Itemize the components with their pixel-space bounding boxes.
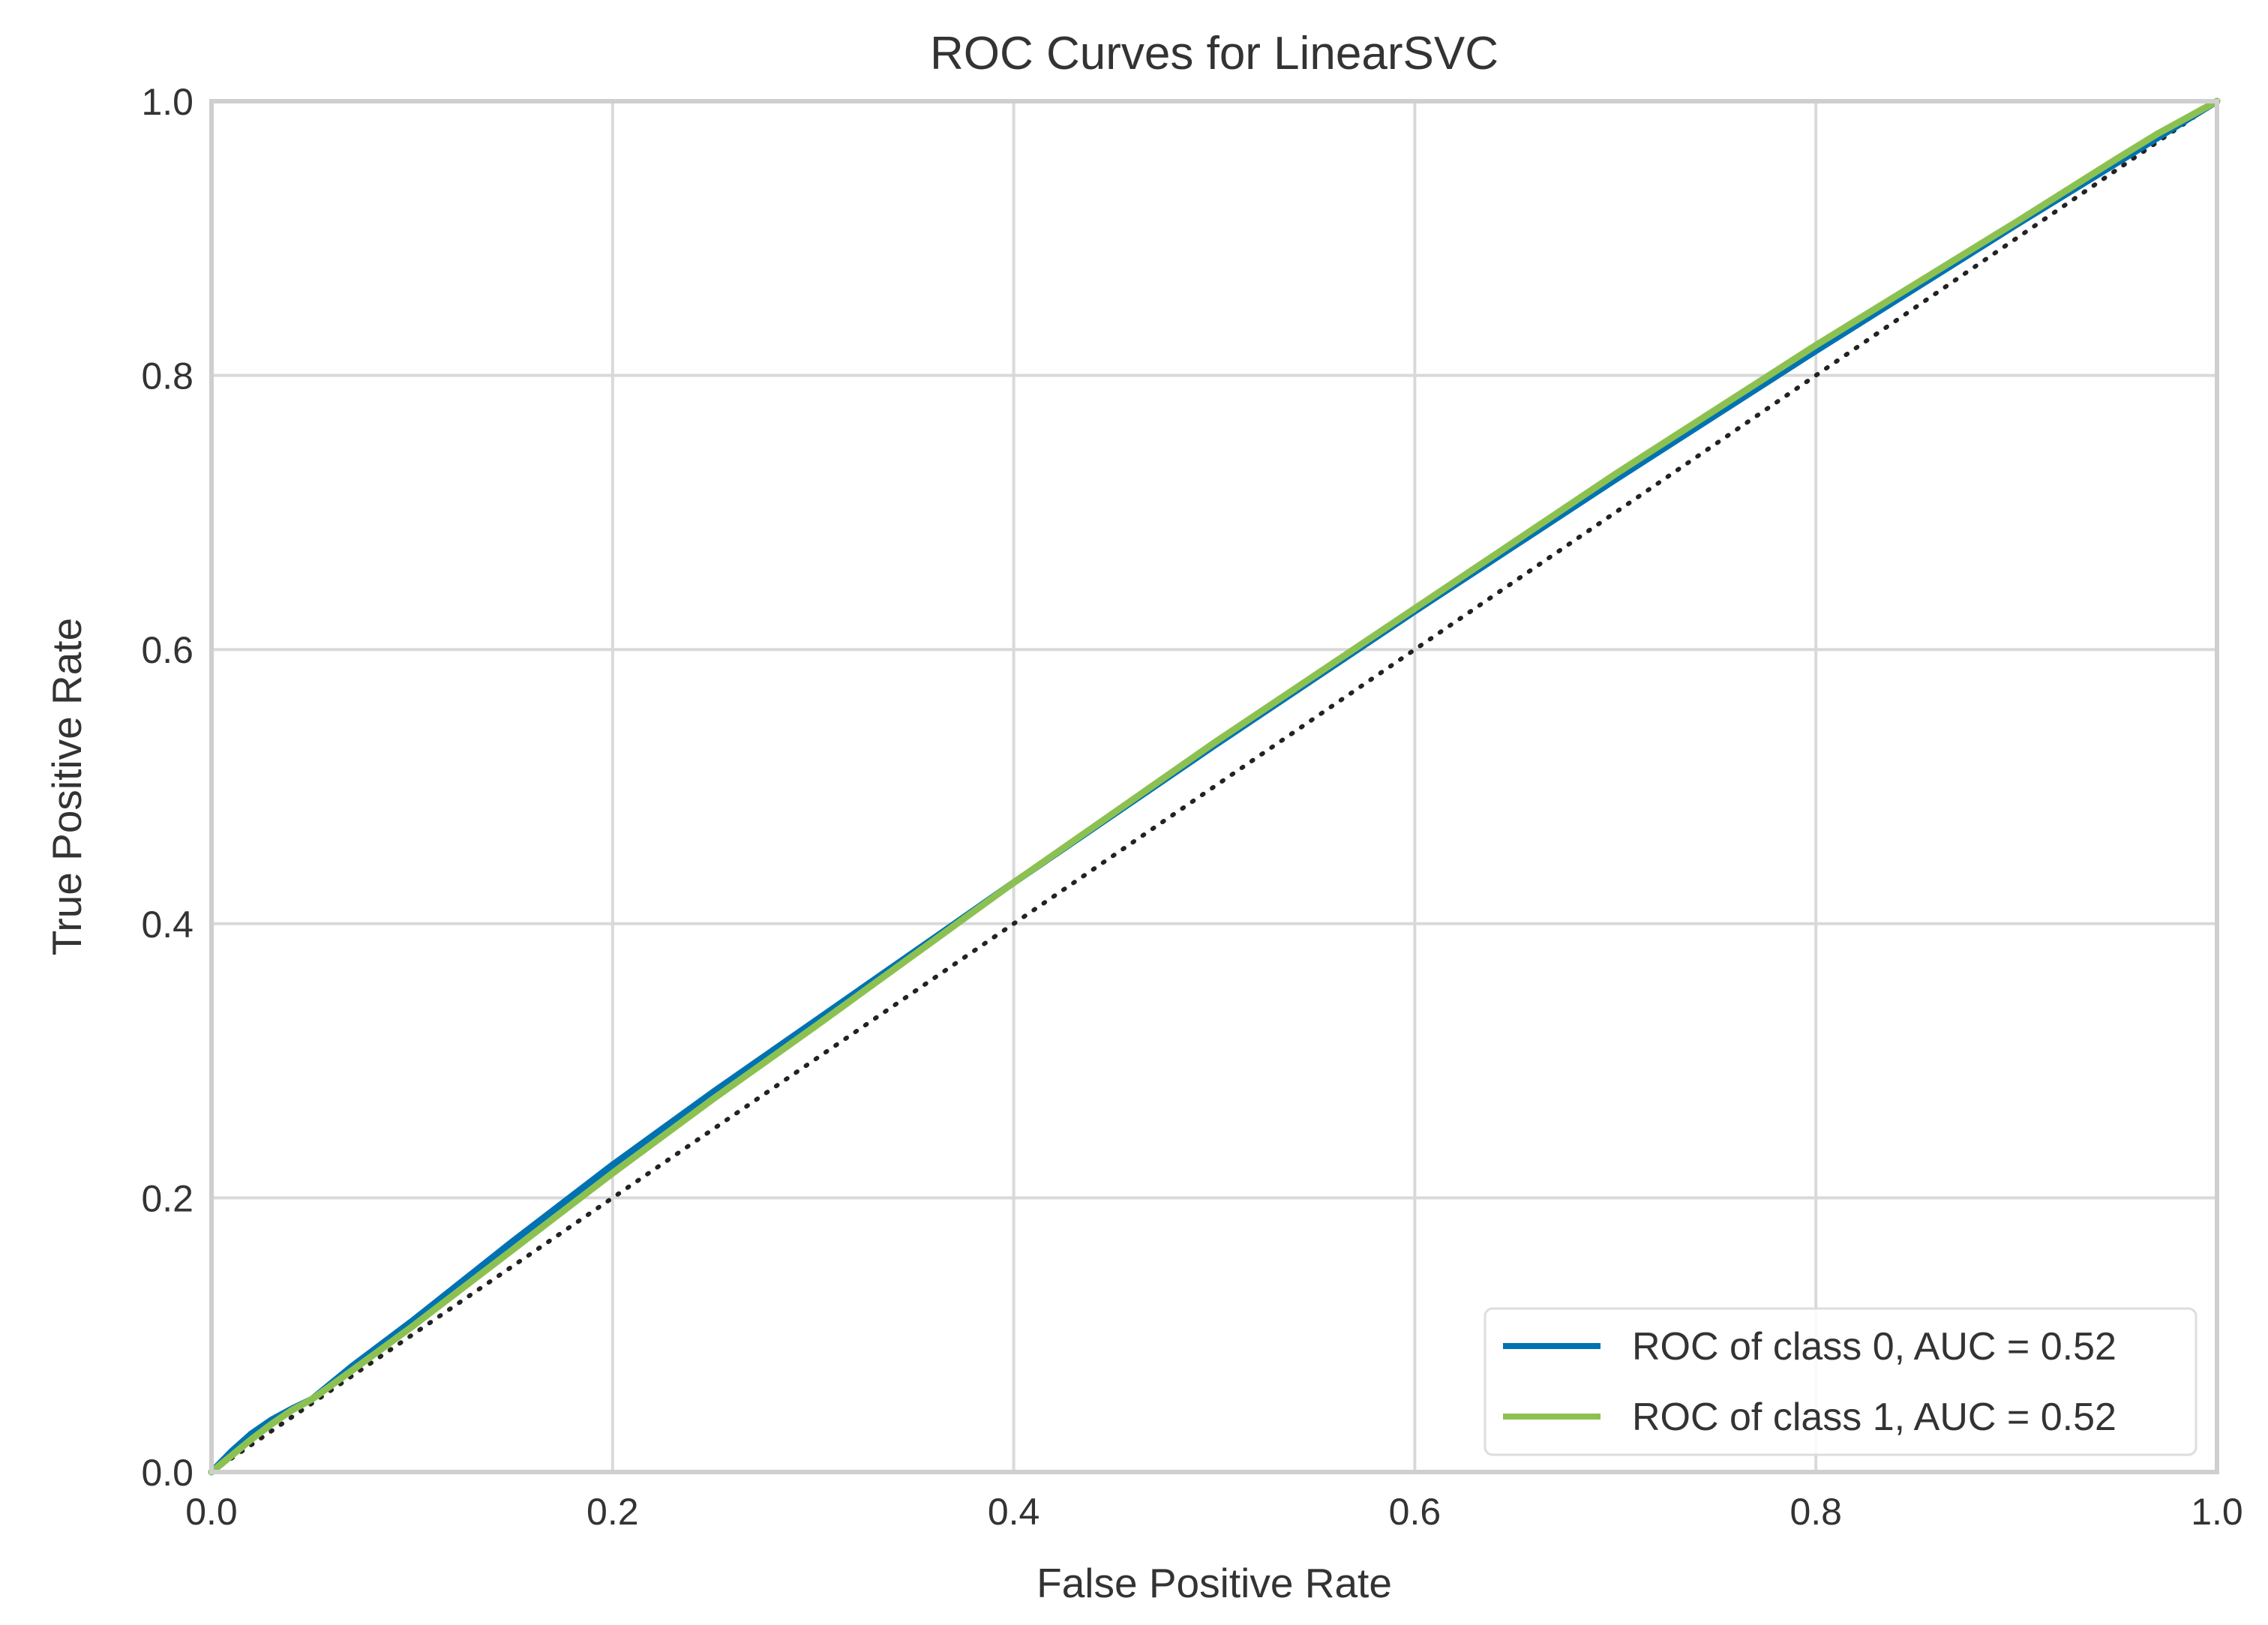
x-tick-label: 1.0 <box>2191 1491 2243 1533</box>
reference-line-group <box>209 99 2219 1474</box>
y-tick-label: 0.0 <box>141 1452 194 1494</box>
y-axis-label: True Positive Rate <box>44 618 90 955</box>
x-axis-label: False Positive Rate <box>1036 1560 1392 1606</box>
chance-reference-line <box>209 99 2219 1474</box>
series-group <box>208 97 2221 1476</box>
grid <box>210 100 2218 1474</box>
legend-box <box>1484 1307 2198 1456</box>
legend-label-class-1: ROC of class 1, AUC = 0.52 <box>1632 1396 2116 1439</box>
x-tick-label: 0.6 <box>1389 1491 1442 1533</box>
legend-label-class-0: ROC of class 0, AUC = 0.52 <box>1632 1325 2116 1369</box>
x-tick-label: 0.2 <box>586 1491 639 1533</box>
x-tick-label: 0.0 <box>185 1491 238 1533</box>
x-tick-label: 0.4 <box>988 1491 1040 1533</box>
roc-curve-class-1 <box>208 97 2221 1476</box>
y-tick-label: 0.6 <box>141 629 194 671</box>
chart-title: ROC Curves for LinearSVC <box>930 28 1498 79</box>
y-tick-label: 0.2 <box>141 1177 194 1219</box>
x-tick-label: 0.8 <box>1790 1491 1842 1533</box>
y-tick-label: 0.4 <box>141 904 194 946</box>
plot-frame <box>209 99 2219 1474</box>
tick-labels: 0.0 0.2 0.4 0.6 0.8 1.0 0.0 0.2 0.4 0.6 0.8 1.0 <box>141 81 2242 1533</box>
y-tick-label: 1.0 <box>141 81 194 123</box>
legend: ROC of class 0, AUC = 0.52 ROC of class 1… <box>1484 1307 2198 1456</box>
y-tick-label: 0.8 <box>141 355 194 397</box>
